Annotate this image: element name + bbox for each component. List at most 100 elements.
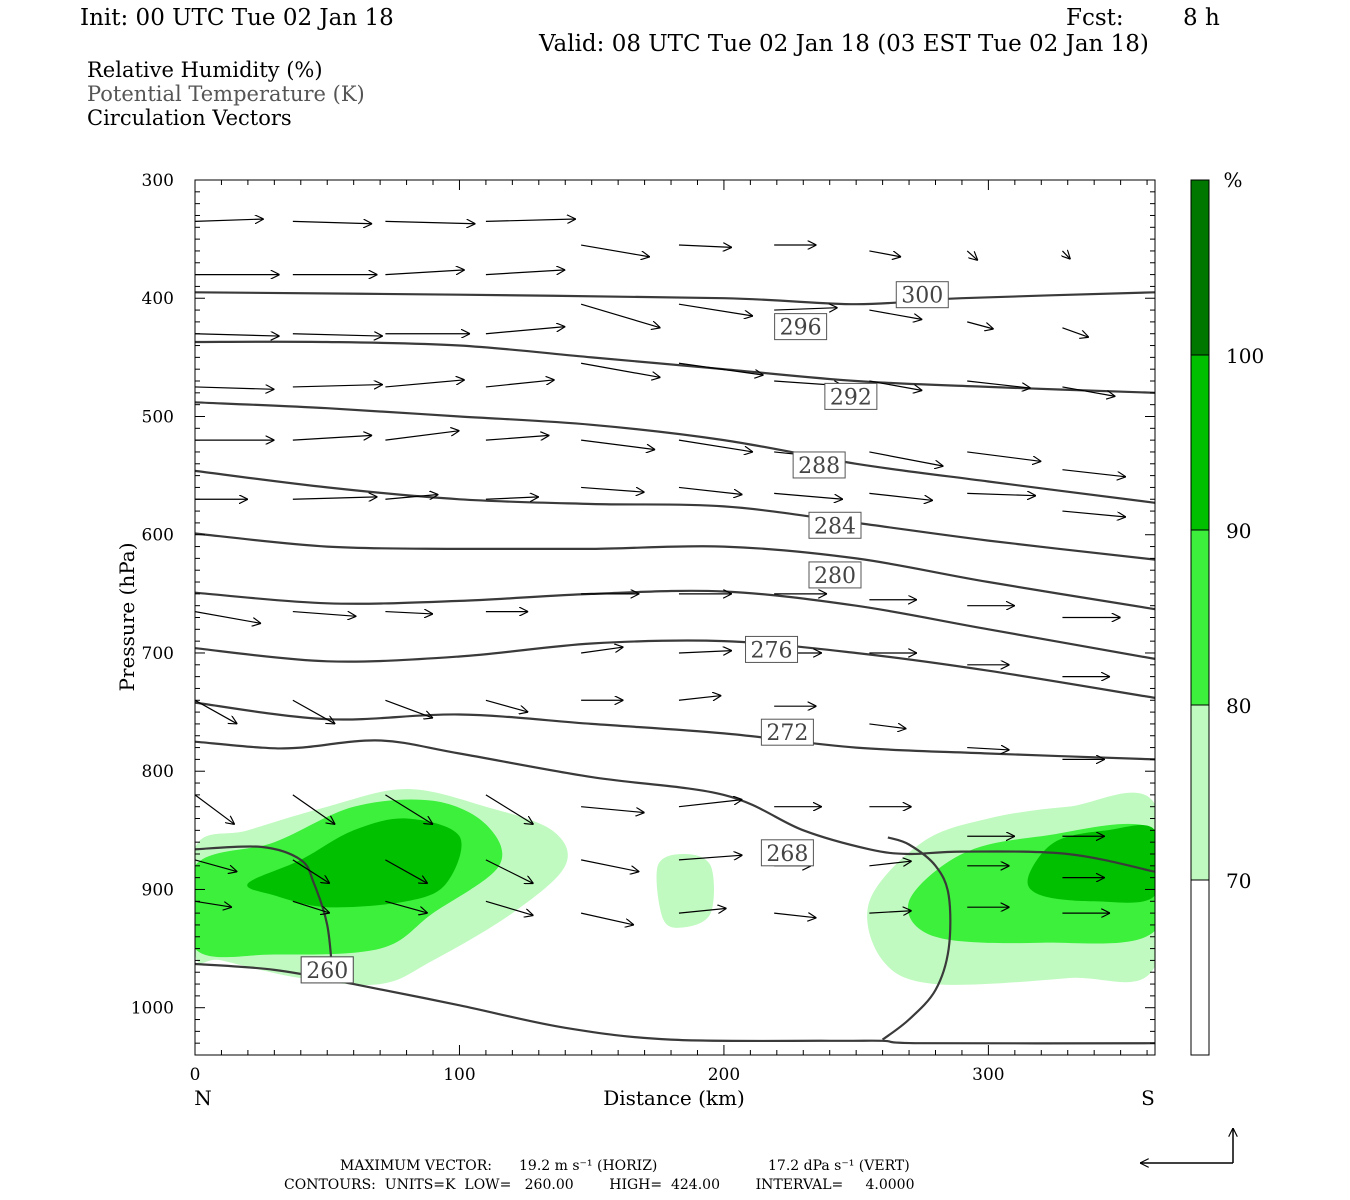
contour-label-text: 296 — [780, 316, 822, 341]
contour-label-box — [300, 956, 354, 984]
circulation-vector — [292, 385, 383, 387]
x-right-label: S — [1141, 1086, 1155, 1110]
circulation-vector — [678, 245, 732, 247]
circulation-vector — [292, 221, 372, 223]
circulation-vector — [774, 308, 837, 310]
circulation-vector — [195, 699, 237, 724]
field-theta: Potential Temperature (K) — [87, 82, 365, 106]
circulation-vector — [385, 900, 427, 913]
circulation-vector — [869, 861, 911, 866]
circulation-vector — [1062, 251, 1070, 259]
contour-label-text: 284 — [814, 514, 856, 539]
contour-label-box — [774, 313, 828, 341]
contour-label-288: 288 — [792, 451, 846, 479]
theta-contour-268-8 — [195, 739, 1155, 873]
forecast-hour: 8 h — [1183, 5, 1220, 31]
contour-label-300: 300 — [895, 281, 949, 309]
contour-label-box — [792, 451, 846, 479]
circulation-vector — [678, 696, 721, 701]
x-tick-label: 200 — [708, 1065, 740, 1085]
reference-vector-arrows — [1140, 1128, 1233, 1163]
circulation-vector — [292, 497, 378, 499]
circulation-vector — [581, 439, 655, 449]
contour-label-box — [808, 511, 862, 539]
circulation-vector — [195, 219, 264, 221]
y-tick-label: 600 — [142, 526, 174, 546]
contour-label-280: 280 — [808, 561, 862, 589]
max-vector-vert: 17.2 dPa s⁻¹ (VERT) — [768, 1158, 910, 1174]
theta-contour-272-7 — [195, 701, 1155, 761]
circulation-vector — [967, 493, 1036, 495]
circulation-vector — [195, 859, 237, 872]
circulation-vector — [485, 794, 534, 825]
colorbar-label: 100 — [1226, 344, 1264, 368]
contour-label-260: 260 — [300, 956, 354, 984]
circulation-vector — [385, 270, 464, 276]
contour-label-text: 292 — [830, 385, 872, 410]
colorbar-segment — [1190, 529, 1210, 706]
contour-label-text: 272 — [766, 721, 808, 746]
circulation-vector — [195, 610, 261, 624]
y-axis-title: Pressure (hPa) — [115, 543, 139, 692]
circulation-vector — [385, 495, 438, 500]
theta-contour-260-11 — [881, 836, 952, 1041]
y-tick-label: 800 — [142, 762, 174, 782]
circulation-vector — [580, 912, 634, 925]
circulation-vector — [966, 250, 978, 260]
init-time: Init: 00 UTC Tue 02 Jan 18 — [80, 5, 394, 31]
circulation-vector — [485, 900, 534, 915]
circulation-vector — [774, 492, 843, 499]
contour-label-text: 280 — [814, 564, 856, 589]
contour-label-text: 300 — [901, 284, 943, 309]
circulation-vector — [292, 334, 383, 336]
circulation-vector — [967, 451, 1041, 461]
rh-region-90-6 — [1027, 825, 1155, 903]
circulation-vector — [678, 651, 732, 653]
circulation-vector — [485, 497, 539, 499]
circulation-vector — [869, 492, 932, 500]
circulation-vector — [967, 321, 993, 329]
contour-label-276: 276 — [745, 635, 799, 663]
circulation-vector — [869, 380, 922, 390]
x-axis-title: Distance (km) — [603, 1086, 745, 1110]
contour-label-box — [760, 839, 814, 867]
contour-label-284: 284 — [808, 511, 862, 539]
theta-contour-276-6 — [195, 639, 1155, 699]
y-tick-label: 500 — [142, 407, 174, 427]
y-tick-label: 400 — [142, 289, 174, 309]
y-tick-label: 900 — [142, 880, 174, 900]
theta-contour-300-0 — [195, 291, 1155, 306]
circulation-vector — [385, 699, 433, 718]
circulation-vector — [869, 250, 901, 257]
contour-label-text: 288 — [798, 454, 840, 479]
contour-label-box — [895, 281, 949, 309]
circulation-vector — [485, 699, 528, 712]
contour-label-272: 272 — [760, 718, 814, 746]
circulation-vector — [678, 362, 764, 375]
y-tick-label: 300 — [142, 171, 174, 191]
contour-label-box — [760, 718, 814, 746]
circulation-vector — [485, 435, 549, 441]
circulation-vector — [869, 724, 906, 729]
colorbar-segment — [1190, 179, 1210, 356]
circulation-vector — [292, 610, 356, 617]
circulation-vector — [869, 309, 922, 319]
circulation-vector — [385, 612, 433, 614]
circulation-vector — [678, 303, 753, 316]
circulation-vector — [967, 380, 1030, 388]
y-tick-label: 1000 — [131, 999, 174, 1019]
circulation-vector — [678, 800, 742, 808]
theta-contour-292-2 — [195, 401, 1155, 504]
circulation-vector — [292, 900, 330, 913]
theta-contour-284-4 — [195, 532, 1155, 611]
circulation-vector — [485, 380, 555, 388]
max-vector-horiz: 19.2 m s⁻¹ (HORIZ) — [519, 1158, 658, 1174]
circulation-vector — [581, 244, 650, 257]
circulation-vector — [385, 431, 459, 441]
colorbar-unit: % — [1223, 168, 1242, 192]
circulation-vector — [678, 855, 742, 861]
circulation-vector — [678, 486, 742, 494]
circulation-vector — [292, 699, 335, 724]
contour-label-text: 276 — [751, 638, 793, 663]
